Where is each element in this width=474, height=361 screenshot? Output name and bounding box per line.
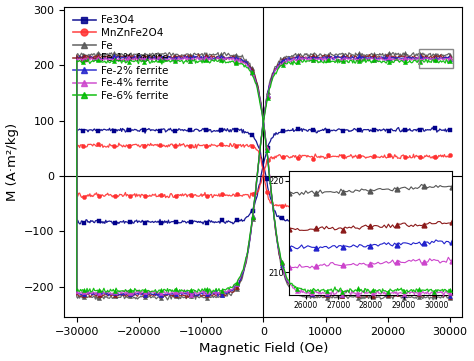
Legend: Fe3O4, MnZnFe2O4, Fe, Fe-1% ferrite, Fe-2% ferrite, Fe-4% ferrite, Fe-6% ferrite: Fe3O4, MnZnFe2O4, Fe, Fe-1% ferrite, Fe-…	[70, 12, 171, 104]
Y-axis label: M (A·m²/kg): M (A·m²/kg)	[6, 123, 18, 201]
Bar	[419, 49, 453, 68]
X-axis label: Magnetic Field (Oe): Magnetic Field (Oe)	[199, 343, 328, 356]
